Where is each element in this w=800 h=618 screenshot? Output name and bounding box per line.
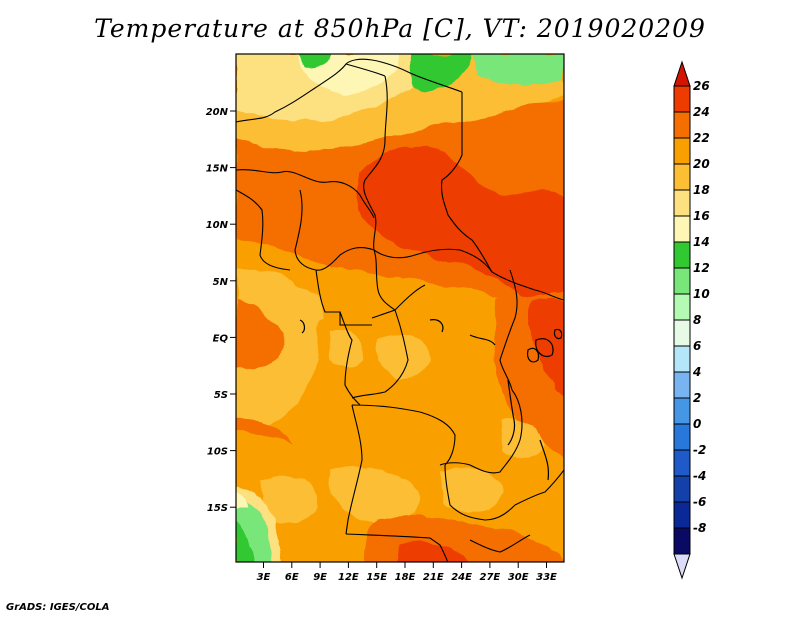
colorbar-swatch <box>673 215 691 243</box>
longitude-axis: 3E 6E 9E 12E 15E 18E 21E 24E 27E 30E 33E <box>257 562 557 583</box>
lon-label: 33E <box>536 572 557 583</box>
colorbar-swatch <box>673 241 691 269</box>
colorbar-swatch <box>673 423 691 451</box>
colorbar-swatch <box>673 371 691 399</box>
lat-label: EQ <box>213 333 229 344</box>
lat-label: 10N <box>206 220 229 231</box>
lon-label: 9E <box>313 572 327 583</box>
lakes <box>299 319 563 481</box>
lon-label: 24E <box>451 572 472 583</box>
lon-label: 3E <box>257 572 271 583</box>
country-borders <box>236 58 564 562</box>
colorbar-under-triangle <box>673 553 691 580</box>
colorbar-swatch <box>673 397 691 425</box>
colorbar-label: -2 <box>693 443 706 457</box>
colorbar-swatch <box>673 85 691 113</box>
colorbar-swatch <box>673 345 691 373</box>
lon-label: 21E <box>423 572 444 583</box>
colorbar-swatch <box>673 163 691 191</box>
lat-label: 15S <box>207 503 228 514</box>
colorbar-swatch <box>673 319 691 347</box>
temperature-field <box>236 54 564 562</box>
chart-title: Temperature at 850hPa [C], VT: 201902020… <box>94 14 706 43</box>
lat-label: 20N <box>206 107 229 118</box>
colorbar-label: 8 <box>693 313 701 327</box>
colorbar-label: 22 <box>693 131 710 145</box>
colorbar-label: 2 <box>693 391 701 405</box>
colorbar-label: 18 <box>693 183 710 197</box>
latitude-axis: 20N 15N 10N 5N EQ 5S 10S 15S <box>206 107 236 514</box>
lon-label: 6E <box>285 572 299 583</box>
colorbar-label: 24 <box>693 105 710 119</box>
colorbar-swatch <box>673 293 691 321</box>
colorbar-label: 0 <box>693 417 701 431</box>
colorbar-label: -8 <box>693 521 706 535</box>
colorbar-label: 14 <box>693 235 710 249</box>
colorbar-label: 6 <box>693 339 701 353</box>
lon-label: 12E <box>338 572 359 583</box>
lat-label: 5S <box>214 390 228 401</box>
colorbar-swatch <box>673 501 691 529</box>
colorbar-label: 16 <box>693 209 710 223</box>
colorbar-label: 20 <box>693 157 710 171</box>
colorbar-swatch <box>673 267 691 295</box>
lon-label: 15E <box>366 572 387 583</box>
colorbar-label: 10 <box>693 287 710 301</box>
colorbar-swatch <box>673 475 691 503</box>
colorbar-swatch <box>673 137 691 165</box>
colorbar-swatch <box>673 189 691 217</box>
colorbar-label: -4 <box>693 469 706 483</box>
lat-label: 10S <box>207 447 228 458</box>
colorbar-label: 4 <box>692 365 701 379</box>
lat-label: 15N <box>206 164 229 175</box>
lat-label: 5N <box>213 277 229 288</box>
lon-label: 27E <box>480 572 501 583</box>
map-frame <box>235 53 565 563</box>
colorbar-swatch <box>673 111 691 139</box>
lon-label: 18E <box>395 572 416 583</box>
colorbar-label: 26 <box>693 79 710 93</box>
colorbar-label: 12 <box>693 261 710 275</box>
colorbar-label: -6 <box>693 495 706 509</box>
credit-text: GrADS: IGES/COLA <box>6 602 110 613</box>
colorbar-over-triangle <box>673 60 691 87</box>
colorbar-swatch <box>673 449 691 477</box>
lon-label: 30E <box>508 572 529 583</box>
colorbar-swatch <box>673 527 691 555</box>
